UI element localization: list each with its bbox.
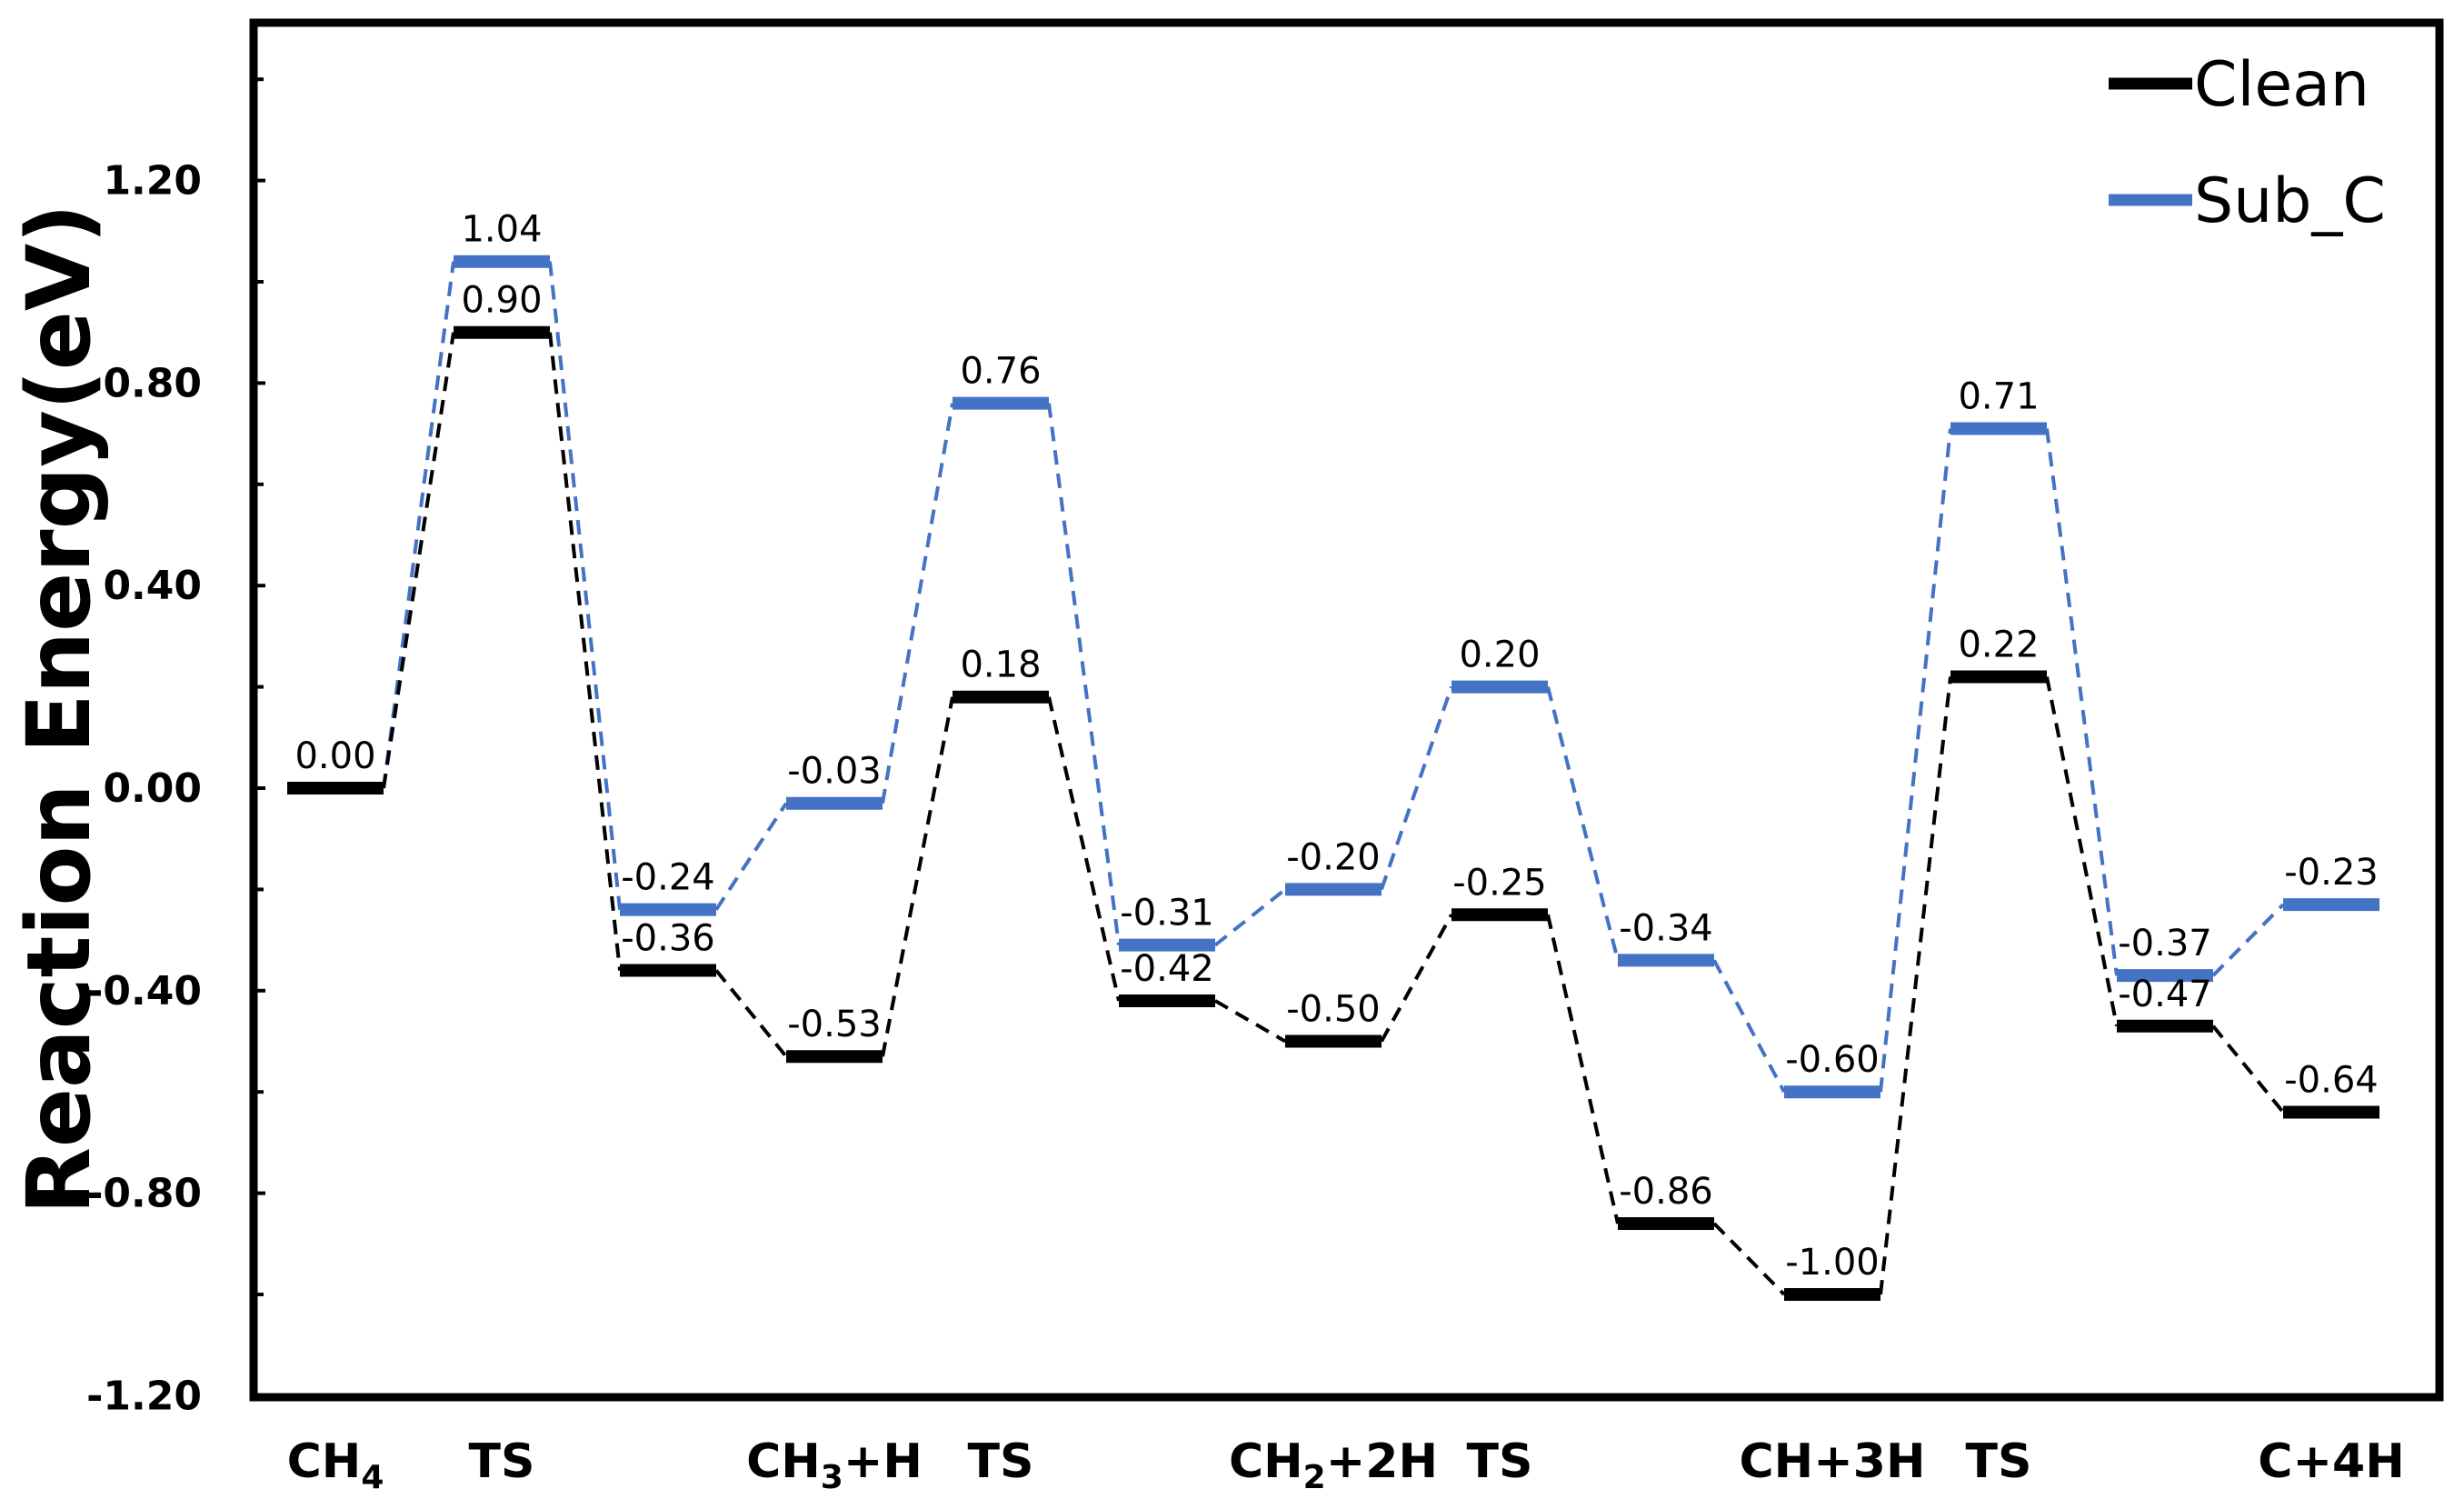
data-label-clean: -0.53 (787, 1004, 882, 1045)
connector-sub-c (382, 261, 455, 789)
connector-clean (382, 332, 455, 789)
connector-clean (1047, 696, 1121, 1002)
y-tick-label: -0.40 (86, 968, 202, 1014)
x-category-label: CH3+H (746, 1434, 923, 1496)
data-label-clean: -0.42 (1120, 948, 1214, 990)
x-category-label: TS (968, 1434, 1034, 1489)
connector-sub-c (548, 261, 622, 910)
connector-clean (1546, 914, 1620, 1224)
y-tick-label: 0.00 (103, 765, 202, 812)
y-axis: -1.20 -0.80 -0.40 0.00 0.40 0.80 1.20 (86, 77, 265, 1419)
connector-clean (881, 696, 954, 1057)
plot-frame (249, 18, 2444, 1402)
connector-sub-c (1712, 959, 1786, 1094)
data-label-clean: -0.86 (1619, 1171, 1713, 1213)
y-tick-label: -1.20 (86, 1373, 202, 1419)
connector-sub-c (714, 802, 788, 911)
data-label-clean: 0.90 (461, 280, 542, 322)
data-label-sub-c: -0.20 (1286, 836, 1381, 878)
legend-label-clean: Clean (2194, 49, 2369, 121)
data-label-clean: -0.25 (1452, 862, 1547, 904)
data-label-clean: 0.22 (1958, 624, 2039, 665)
data-label-sub-c: -0.34 (1619, 907, 1713, 949)
connector-clean (1380, 914, 1453, 1043)
legend: Clean Sub_C (2109, 49, 2386, 237)
data-label-clean: -1.00 (1785, 1242, 1880, 1284)
connector-sub-c (1546, 686, 1620, 961)
connector-clean (2211, 1024, 2285, 1114)
value-labels: 1.04 -0.24 -0.03 0.76 -0.31 -0.20 0.20 -0.34 -0.… (294, 209, 2378, 1284)
connector-clean (714, 969, 788, 1058)
connector-clean (2045, 676, 2119, 1027)
connector-clean (1879, 676, 1952, 1295)
data-label-clean: 0.18 (960, 645, 1041, 686)
data-label-clean: -0.64 (2284, 1059, 2379, 1101)
x-category-label: TS (1467, 1434, 1533, 1489)
data-label-clean: 0.00 (294, 735, 375, 777)
y-tick-label: 1.20 (103, 158, 202, 205)
data-label-clean: -0.50 (1286, 989, 1381, 1031)
data-label-sub-c: -0.37 (2118, 923, 2212, 964)
energy-levels (287, 255, 2379, 1301)
data-label-sub-c: -0.24 (621, 857, 715, 899)
connector-clean (1213, 999, 1287, 1044)
y-tick-label: 0.40 (103, 563, 202, 609)
data-label-sub-c: 0.20 (1459, 635, 1540, 676)
connector-lines (382, 261, 2285, 1296)
x-category-label: CH2+2H (1229, 1434, 1438, 1496)
connector-sub-c (2211, 903, 2285, 977)
y-tick-label: -0.80 (86, 1171, 202, 1217)
connector-sub-c (1213, 887, 1287, 947)
x-axis-categories: CH4 TS CH3+H TS CH2+2H TS CH+3H TS C+4H (287, 1434, 2405, 1496)
connector-clean (548, 332, 622, 971)
connector-sub-c (881, 403, 954, 804)
data-label-sub-c: -0.23 (2284, 852, 2379, 894)
y-axis-title: Reaction Energy(eV) (8, 204, 110, 1214)
x-category-label: CH+3H (1740, 1434, 1926, 1489)
connector-sub-c (1380, 685, 1453, 891)
connector-clean (1712, 1222, 1786, 1296)
x-category-label: C+4H (2258, 1434, 2404, 1489)
legend-label-sub-c: Sub_C (2194, 165, 2386, 237)
data-label-sub-c: 1.04 (461, 209, 542, 251)
data-label-sub-c: -0.31 (1120, 893, 1214, 934)
data-label-clean: -0.47 (2118, 974, 2212, 1015)
data-label-sub-c: -0.60 (1785, 1039, 1880, 1081)
data-label-clean: -0.36 (621, 918, 715, 960)
connector-sub-c (1879, 428, 1952, 1093)
x-category-label: CH4 (287, 1434, 384, 1496)
connector-sub-c (1047, 403, 1121, 945)
x-category-label: TS (1966, 1434, 2032, 1489)
data-label-sub-c: -0.03 (787, 751, 882, 793)
data-label-sub-c: 0.76 (960, 351, 1041, 393)
y-tick-label: 0.80 (103, 360, 202, 406)
x-category-label: TS (469, 1434, 535, 1489)
connector-sub-c (2045, 428, 2119, 976)
data-label-sub-c: 0.71 (1958, 376, 2039, 418)
